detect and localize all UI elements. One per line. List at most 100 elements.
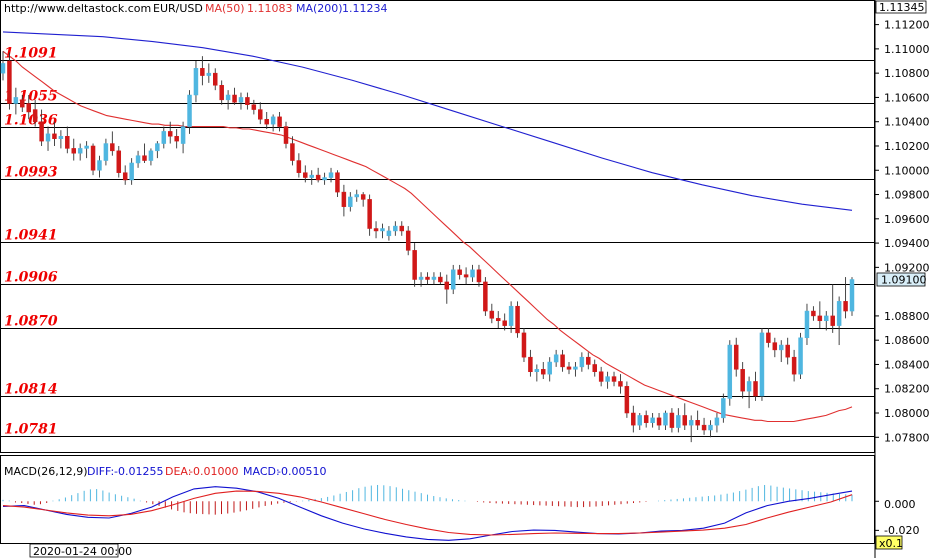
macd-dea-line <box>2 490 853 536</box>
candle-body <box>296 160 302 173</box>
candle-body <box>7 60 12 104</box>
candle-body <box>251 104 257 110</box>
candle <box>116 145 122 178</box>
candle-body <box>611 376 617 382</box>
site-url[interactable]: http://www.deltastock.com <box>4 2 151 15</box>
candle <box>733 337 739 377</box>
macd-tick-neg: -0.020 <box>884 524 919 537</box>
candle <box>688 415 694 443</box>
zoom-button[interactable] <box>875 535 903 550</box>
candle-body <box>412 250 417 280</box>
candle <box>264 111 269 129</box>
candle <box>309 170 314 185</box>
current-price-box <box>876 272 926 287</box>
candle-body <box>740 369 745 392</box>
candle <box>650 413 655 428</box>
candle <box>225 90 231 110</box>
candle <box>290 136 295 166</box>
candle <box>335 170 340 197</box>
candle <box>721 393 726 423</box>
macd-diff-label: DIFF: <box>87 465 114 478</box>
candle-body <box>193 68 199 96</box>
candle-body <box>32 109 38 122</box>
candle <box>727 340 733 406</box>
symbol-label: EUR/USD <box>153 2 203 15</box>
candle-body <box>425 276 430 280</box>
candle-body <box>463 274 469 278</box>
candle <box>71 138 76 161</box>
candle <box>779 340 784 363</box>
candle <box>457 264 462 280</box>
candle <box>13 87 19 115</box>
candle-body <box>496 318 501 322</box>
candle <box>470 264 475 282</box>
candle-body <box>746 381 752 392</box>
candle-body <box>528 356 533 372</box>
candle-body <box>20 99 25 108</box>
ma200-value: 1.11234 <box>342 2 388 15</box>
macd-series <box>2 484 879 541</box>
candle-body <box>676 415 681 428</box>
candle-body <box>566 366 572 370</box>
candle-body <box>328 172 334 178</box>
candle <box>676 408 681 433</box>
candle <box>695 410 700 431</box>
candle-body <box>360 194 366 200</box>
candle-body <box>766 332 771 343</box>
candle-body <box>142 155 147 161</box>
candle <box>714 413 720 433</box>
candle <box>193 61 199 103</box>
candle-body <box>579 356 585 368</box>
candle-body <box>264 119 269 125</box>
candle <box>431 272 437 285</box>
candle-body <box>843 301 848 312</box>
candle <box>759 328 765 401</box>
candle <box>360 192 366 207</box>
candle <box>322 172 327 185</box>
candle <box>791 349 797 382</box>
support-resistance-levels: 1.1091 1.1055 1.1036 1.0993 1.0941 1.0906 1.08… <box>1 46 875 438</box>
candle <box>380 223 385 239</box>
candle-body <box>232 94 237 103</box>
candle-body <box>669 412 675 428</box>
price-tick-label: 1.08800 <box>884 310 930 323</box>
candle <box>669 408 675 433</box>
candle <box>637 413 642 431</box>
macd-title: MACD(26,12,9) <box>4 465 88 478</box>
zoom-label: x0.1 <box>879 537 903 550</box>
candle <box>708 420 713 438</box>
candle-body <box>58 136 64 139</box>
candle-body <box>714 417 720 426</box>
candle-body <box>393 225 398 232</box>
price-tick-label: 1.09800 <box>884 189 930 202</box>
candle <box>148 148 154 166</box>
candle-body <box>225 94 231 101</box>
candle <box>7 52 12 110</box>
candle <box>200 56 205 86</box>
candle <box>836 296 842 346</box>
candle <box>740 362 745 399</box>
top-value-box <box>875 0 927 14</box>
candle <box>219 80 224 105</box>
candle-body <box>489 310 495 319</box>
macd-tick-zero: 0.000 <box>884 498 916 511</box>
candle-body <box>701 424 707 431</box>
candle <box>161 126 167 149</box>
macd-diff-value: -0.01255 <box>114 465 163 478</box>
candle <box>213 68 218 91</box>
candle <box>496 311 501 329</box>
candle <box>328 167 334 183</box>
candle-body <box>187 94 192 127</box>
candle <box>560 349 565 372</box>
level-label: 1.0814 <box>4 382 58 398</box>
candle <box>174 128 179 149</box>
candle-body <box>598 371 604 382</box>
ma50-line <box>2 50 853 423</box>
candle <box>579 352 585 372</box>
candle <box>598 366 604 387</box>
macd-dea-value: -0.01000 <box>189 465 238 478</box>
candle-body <box>470 269 475 278</box>
candle-body <box>727 344 733 399</box>
